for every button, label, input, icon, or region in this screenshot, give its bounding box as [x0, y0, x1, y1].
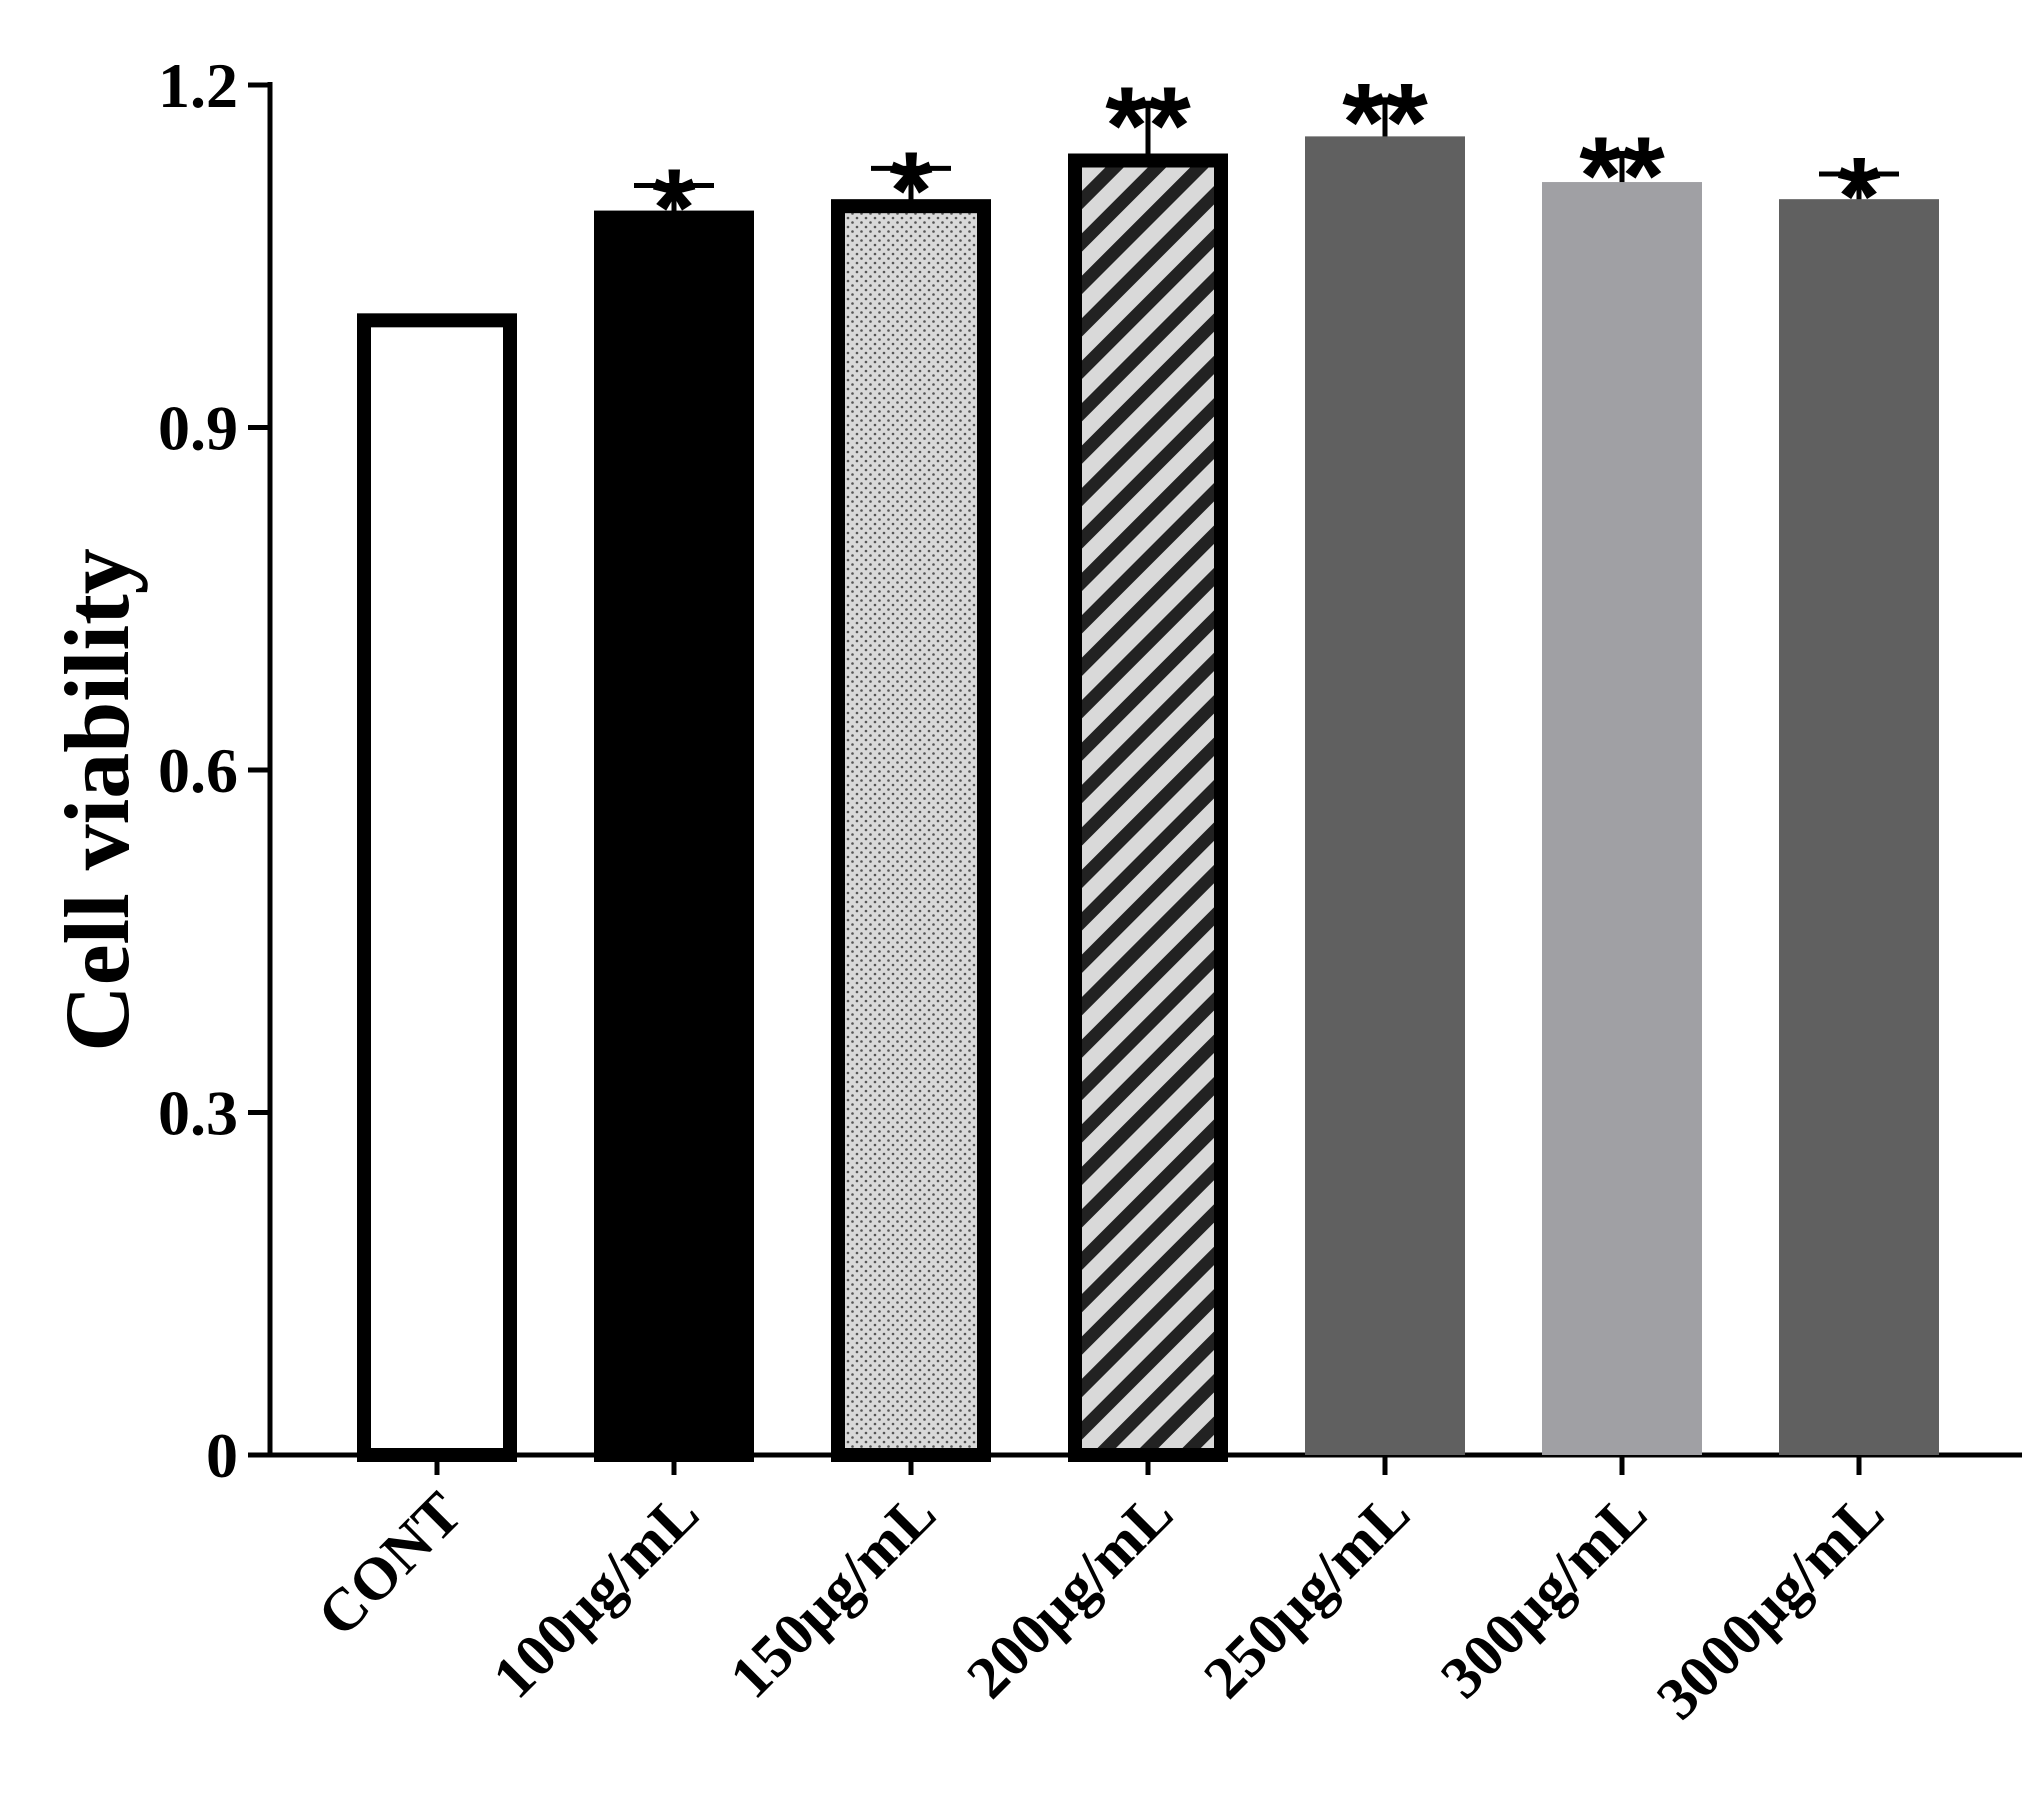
significance-marker: ** — [1105, 64, 1191, 187]
x-category-label: 150μg/mL — [717, 1480, 948, 1711]
y-tick-label: 0 — [206, 1420, 238, 1491]
y-tick-label: 0.9 — [158, 393, 238, 464]
x-category-label: 200μg/mL — [954, 1480, 1185, 1711]
x-category-label: 250μg/mL — [1191, 1480, 1422, 1711]
bar — [831, 199, 991, 1463]
bar — [1068, 153, 1228, 1462]
x-category-label: CONT — [305, 1480, 474, 1649]
x-category-label: 3000μg/mL — [1644, 1480, 1896, 1732]
y-tick-label: 0.6 — [158, 735, 238, 806]
significance-marker: ** — [1579, 115, 1665, 238]
significance-marker: * — [890, 129, 933, 252]
significance-marker: * — [1838, 135, 1881, 258]
x-category-label: 100μg/mL — [480, 1480, 711, 1711]
bar — [1305, 136, 1465, 1455]
bar — [1542, 182, 1702, 1456]
significance-marker: * — [653, 146, 696, 269]
x-category-label: 300μg/mL — [1428, 1480, 1659, 1711]
significance-marker: ** — [1342, 61, 1428, 184]
bar — [357, 313, 517, 1462]
y-axis-title: Cell viability — [46, 548, 148, 1051]
y-tick-label: 0.3 — [158, 1078, 238, 1149]
y-tick-label: 1.2 — [158, 50, 238, 121]
bar — [1779, 199, 1939, 1456]
bar — [594, 210, 754, 1462]
